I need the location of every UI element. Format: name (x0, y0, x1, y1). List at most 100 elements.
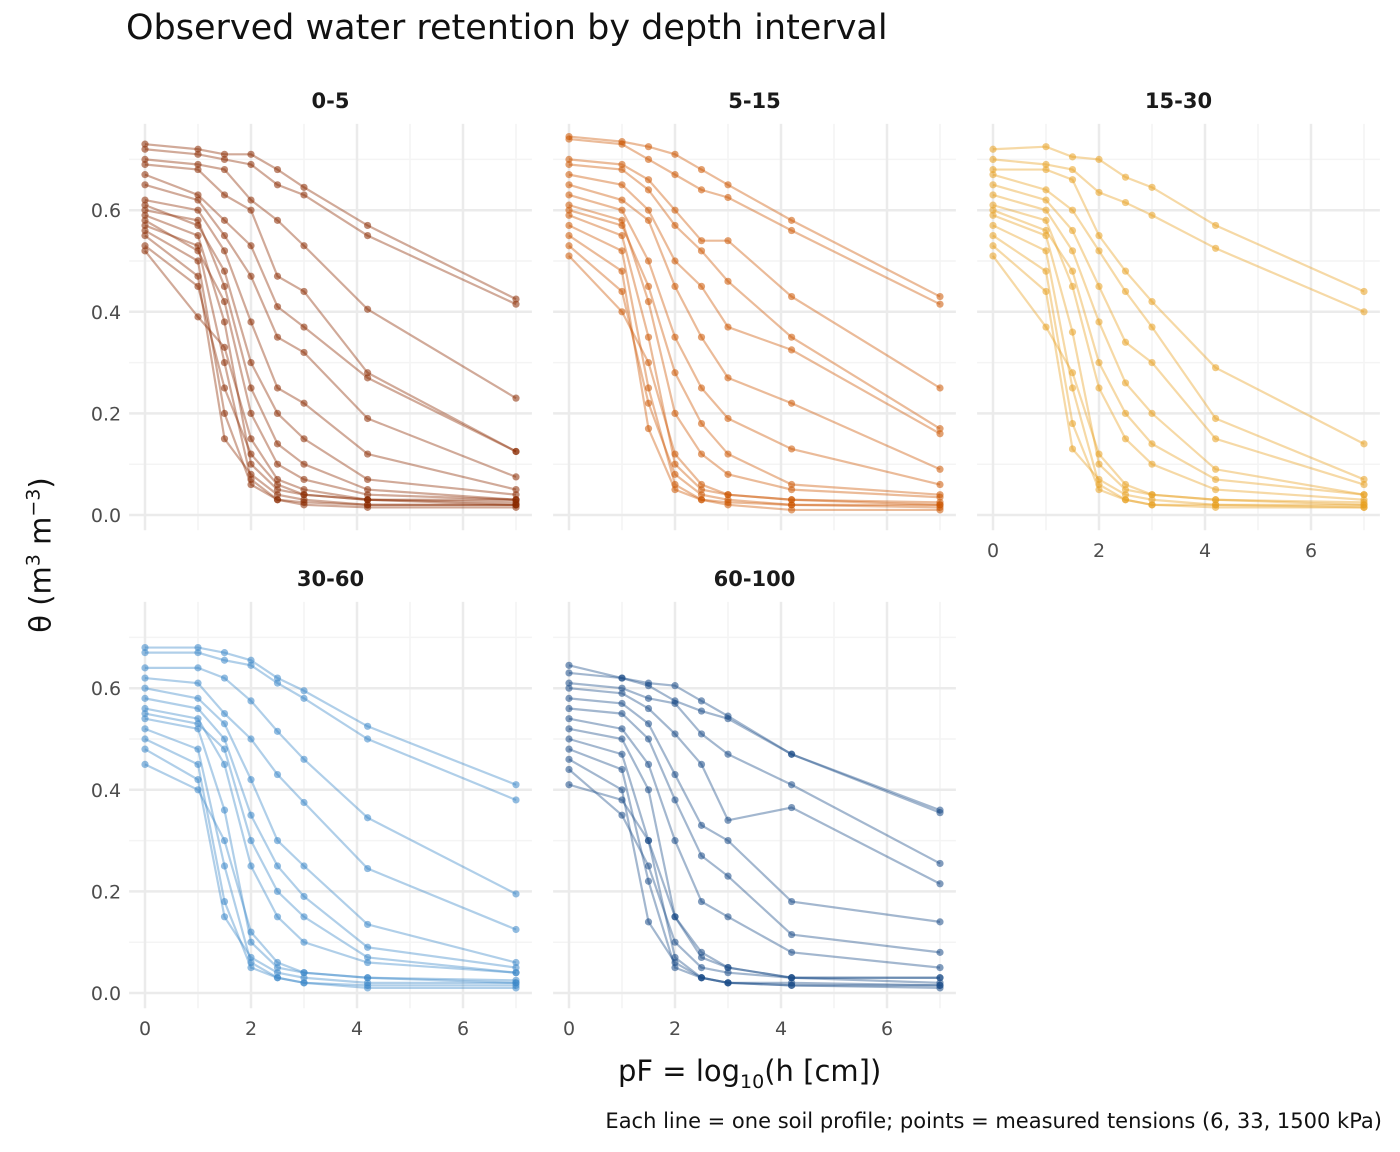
profile-line (568, 173, 941, 435)
profile-line (568, 209, 941, 496)
data-point (724, 491, 732, 499)
profile-line (144, 229, 516, 509)
data-point (364, 984, 372, 992)
data-point (1068, 206, 1077, 214)
data-point (644, 257, 653, 265)
data-point (247, 958, 255, 967)
x-tick-label: 4 (1199, 540, 1211, 562)
data-point (300, 348, 308, 357)
data-point (697, 165, 706, 174)
x-tick-label: 2 (1093, 540, 1105, 562)
data-point (565, 755, 573, 763)
data-point (141, 196, 149, 204)
data-point (788, 226, 796, 235)
data-point (697, 964, 706, 972)
data-point (273, 165, 282, 174)
profile-line (992, 214, 1365, 506)
data-point (936, 498, 944, 506)
data-point (141, 247, 149, 255)
data-point (697, 384, 706, 392)
data-point (194, 257, 202, 265)
profile-line (568, 234, 940, 512)
data-point (618, 689, 626, 697)
data-point (1148, 440, 1156, 448)
data-point (194, 272, 202, 280)
data-point (618, 206, 626, 214)
data-point (220, 760, 229, 769)
data-point (671, 257, 679, 265)
profile-line (144, 143, 517, 301)
data-point (565, 171, 573, 179)
data-point (1068, 282, 1077, 290)
data-point (989, 252, 997, 260)
data-point (644, 206, 653, 214)
data-point (364, 414, 372, 423)
data-point (273, 964, 282, 972)
data-point (644, 786, 653, 794)
data-point (300, 460, 308, 468)
data-point (565, 704, 573, 713)
data-point (194, 643, 202, 652)
data-point (247, 470, 255, 478)
data-point (1095, 282, 1103, 290)
data-point (644, 155, 653, 163)
data-point (1212, 364, 1220, 372)
data-point (1042, 165, 1050, 174)
data-point (194, 232, 202, 240)
data-point (273, 727, 282, 735)
data-point (364, 374, 372, 382)
data-point (618, 725, 626, 733)
profile-line (992, 158, 1365, 313)
facet-strip-label: 15-30 (1145, 89, 1212, 113)
data-point (1212, 221, 1220, 230)
data-point (220, 897, 229, 906)
facet-strip-label: 5-15 (728, 89, 781, 113)
data-point (697, 897, 706, 906)
data-point (1095, 450, 1103, 458)
data-point (1360, 308, 1368, 316)
x-tick-label: 6 (881, 1018, 893, 1040)
data-point (565, 694, 573, 702)
data-point (989, 155, 997, 163)
data-point (273, 303, 282, 311)
data-point (644, 704, 653, 713)
data-point (565, 160, 573, 169)
x-tick-label: 0 (987, 540, 999, 562)
data-point (194, 715, 202, 723)
data-point (220, 232, 229, 240)
data-point (788, 506, 796, 514)
data-point (697, 760, 706, 769)
data-point (220, 155, 229, 163)
data-point (671, 150, 679, 158)
data-point (512, 447, 520, 456)
data-point (194, 221, 202, 230)
data-point (644, 186, 653, 194)
y-tick-label: 0.4 (91, 302, 121, 324)
profile-line (993, 168, 1365, 445)
data-point (1148, 323, 1156, 331)
data-point (220, 150, 229, 158)
data-point (247, 735, 255, 743)
data-point (273, 496, 282, 504)
profile-line (144, 214, 517, 506)
data-point (671, 282, 679, 290)
data-point (364, 305, 372, 313)
data-point (194, 649, 202, 657)
data-point (1068, 247, 1077, 255)
data-point (247, 661, 255, 669)
data-point (1148, 496, 1156, 504)
data-point (644, 694, 653, 702)
data-point (141, 155, 149, 163)
data-point (273, 969, 282, 977)
data-point (300, 399, 308, 407)
y-tick-label: 0.2 (91, 403, 121, 425)
x-tick-label: 0 (139, 1018, 151, 1040)
data-point (1121, 480, 1130, 489)
data-point (1068, 165, 1077, 174)
data-point (194, 704, 202, 713)
data-point (194, 206, 202, 214)
data-point (644, 720, 653, 728)
profile-line (145, 646, 517, 786)
data-point (618, 811, 626, 819)
data-point (989, 181, 997, 189)
